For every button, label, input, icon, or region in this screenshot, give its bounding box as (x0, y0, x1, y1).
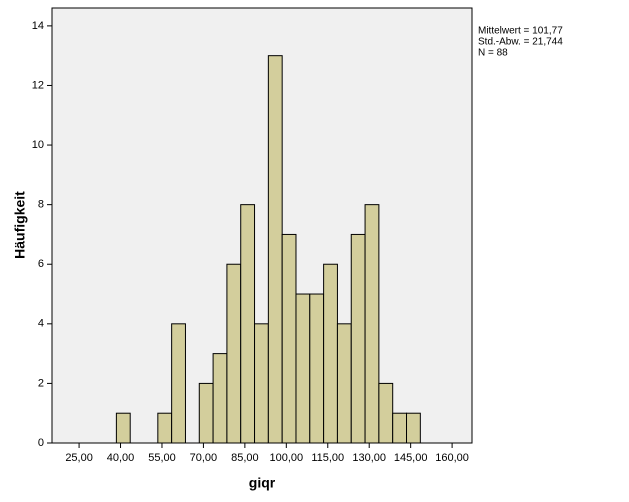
x-tick-label: 145,00 (394, 452, 428, 464)
bar (378, 382, 394, 444)
bar (115, 412, 131, 444)
bar (226, 263, 242, 444)
y-tick-label: 4 (38, 318, 44, 330)
bar (212, 353, 228, 444)
y-tick-label: 12 (32, 79, 44, 91)
y-tick-label: 2 (38, 377, 44, 389)
y-tick-label: 10 (32, 139, 44, 151)
x-tick-label: 70,00 (190, 452, 218, 464)
bar (281, 233, 297, 444)
x-tick-label: 160,00 (435, 452, 469, 464)
y-axis-title: Häufigkeit (12, 191, 28, 259)
y-tick-label: 0 (38, 437, 44, 449)
bar (392, 412, 408, 444)
bar (171, 323, 186, 444)
bar (254, 323, 269, 444)
bar (350, 233, 366, 444)
bar (198, 382, 214, 444)
bar (267, 55, 283, 444)
bar (240, 204, 256, 444)
bar (364, 204, 380, 444)
y-tick-label: 14 (32, 20, 44, 32)
bar (295, 293, 311, 444)
stat-label: Mittelwert = 101,77 (478, 26, 563, 37)
x-tick-label: 55,00 (148, 452, 176, 464)
bar (309, 293, 325, 444)
stat-label: N = 88 (478, 48, 508, 59)
x-tick-label: 40,00 (107, 452, 135, 464)
stat-label: Std.-Abw. = 21,744 (478, 37, 563, 48)
x-tick-label: 100,00 (269, 452, 303, 464)
bar (157, 412, 173, 444)
bar (406, 412, 421, 444)
x-tick-label: 85,00 (231, 452, 259, 464)
x-tick-label: 130,00 (352, 452, 386, 464)
x-axis-title: giqr (249, 475, 276, 491)
bar (323, 263, 338, 444)
y-tick-label: 8 (38, 199, 44, 211)
y-tick-label: 6 (38, 258, 44, 270)
bar (336, 323, 352, 444)
x-tick-label: 25,00 (65, 452, 93, 464)
x-tick-label: 115,00 (311, 452, 344, 464)
